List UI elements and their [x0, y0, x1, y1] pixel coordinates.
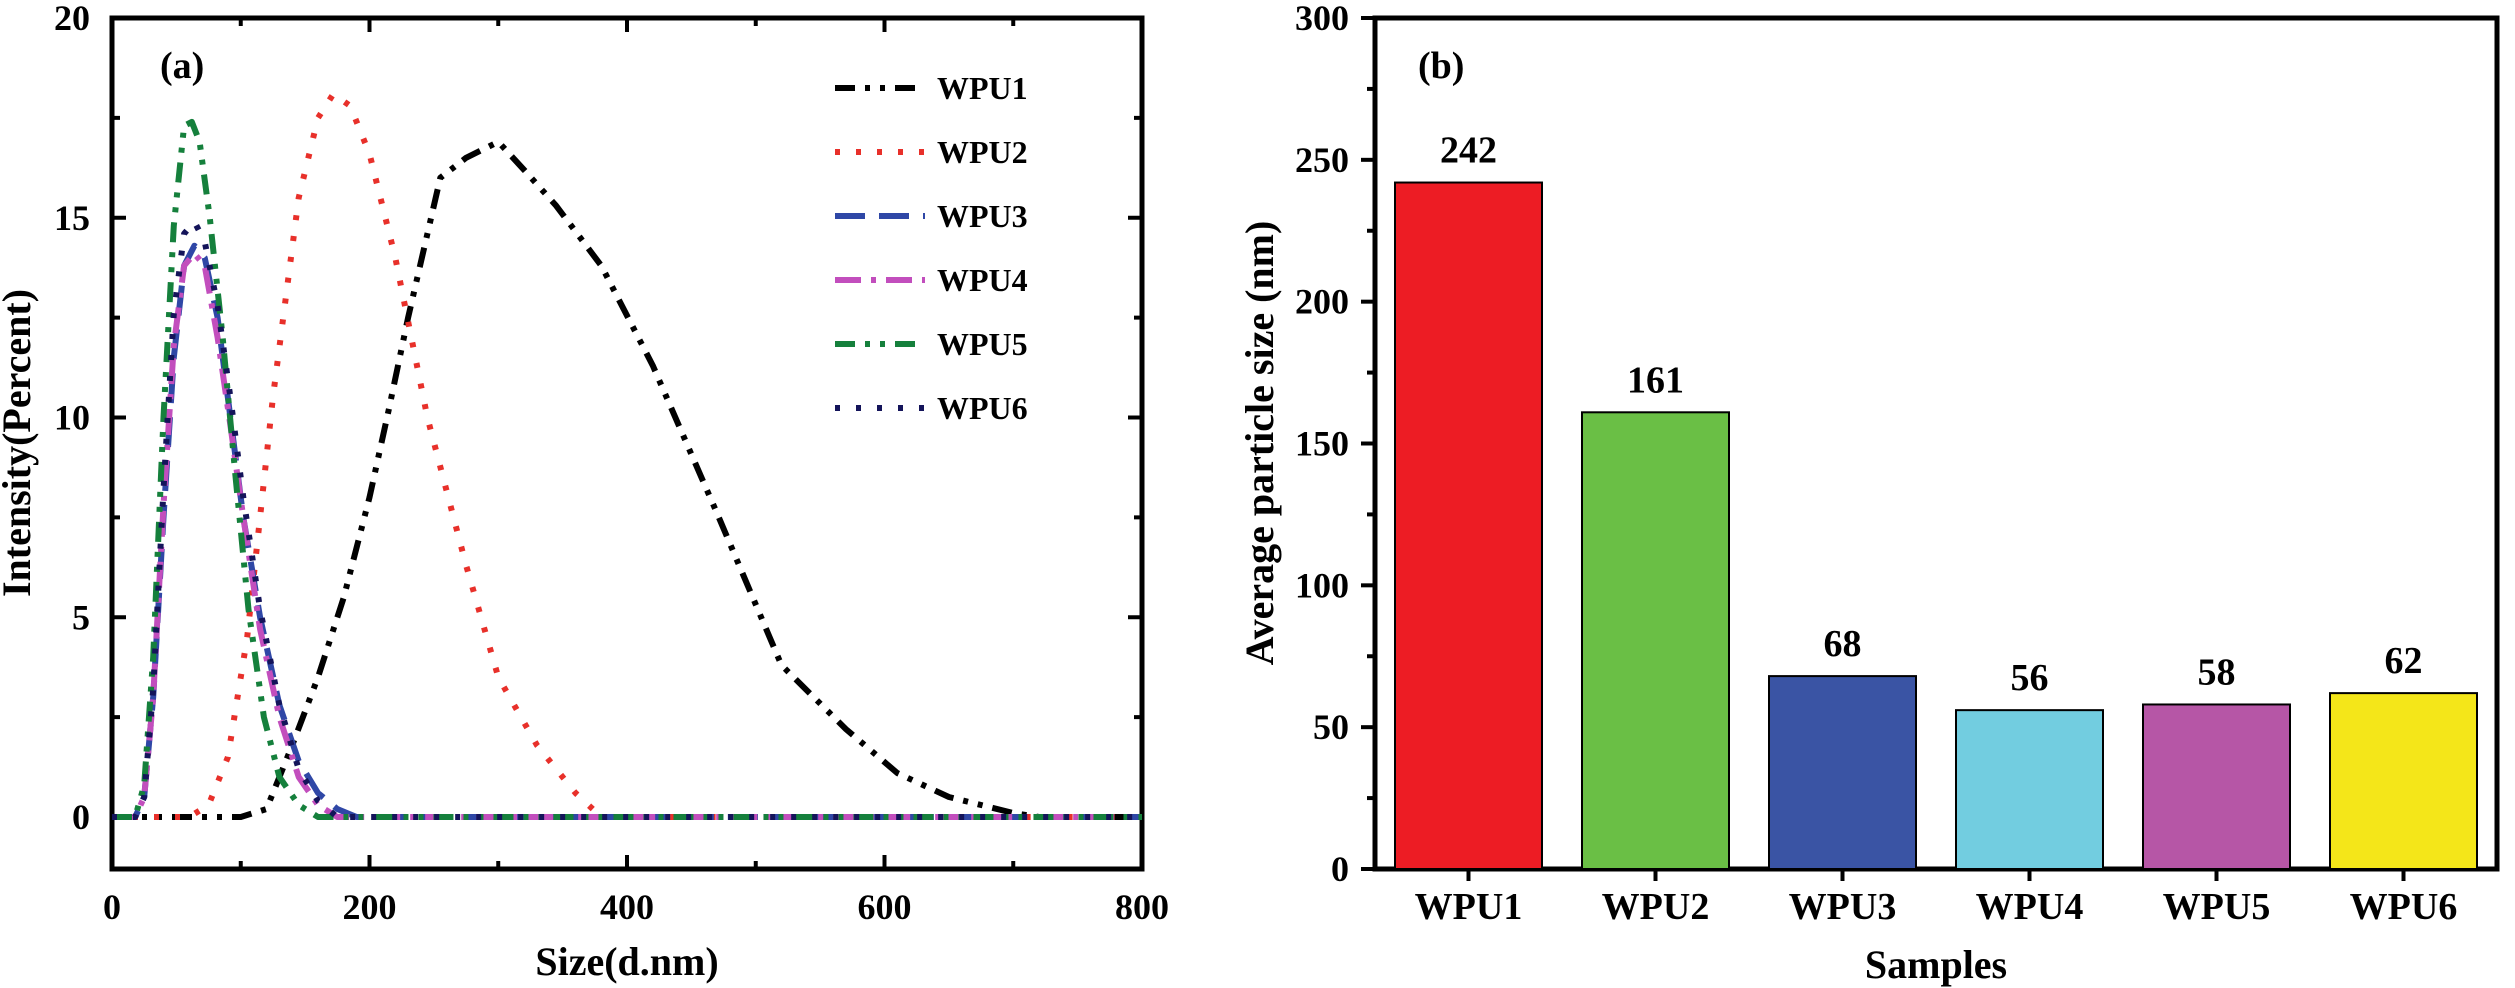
bar-wpu3	[1768, 675, 1917, 871]
legend-label-wpu3: WPU3	[937, 198, 1028, 234]
bar-category-label: WPU4	[1976, 886, 2084, 928]
panel-b-y-tick-label: 250	[1295, 140, 1349, 180]
panel-a-label: (a)	[160, 45, 204, 87]
bar-category-label: WPU6	[2350, 886, 2458, 928]
panel-a-x-tick-label: 600	[858, 887, 912, 927]
panel-b-y-tick-label: 150	[1295, 424, 1349, 464]
panel-b-y-tick-labels: 0 50 100 150 200 250 300	[1295, 0, 1349, 889]
panel-a-series-lines	[112, 90, 1142, 820]
panel-a-x-axis-title: Size(d.nm)	[535, 939, 718, 984]
legend-label-wpu1: WPU1	[937, 70, 1028, 106]
bar-data-label: 242	[1440, 130, 1497, 172]
panel-a-y-tick-label: 0	[72, 797, 90, 837]
panel-b-y-tick-label: 0	[1331, 849, 1349, 889]
panel-a-y-tick-label: 15	[54, 198, 90, 238]
series-line-wpu4	[112, 250, 1142, 820]
panel-a-x-tick-label: 200	[343, 887, 397, 927]
legend-label-wpu2: WPU2	[937, 134, 1028, 170]
panel-a-x-tick-labels: 0 200 400 600 800	[103, 887, 1169, 927]
bar-wpu2	[1581, 411, 1730, 870]
panel-b-data-labels: 242 161 68 56 58 62	[1440, 130, 2423, 700]
panel-b-bars	[1394, 181, 2478, 871]
panel-b-plot-frame	[1372, 15, 2500, 872]
panel-b-ticks	[1361, 16, 2406, 881]
panel-a-x-tick-label: 400	[600, 887, 654, 927]
bar-wpu5	[2142, 703, 2291, 870]
bar-data-label: 58	[2198, 651, 2236, 693]
panel-b-category-labels: WPU1 WPU2 WPU3 WPU4 WPU5 WPU6	[1415, 886, 2458, 928]
panel-a-y-tick-labels: 0 5 10 15 20	[54, 0, 90, 837]
legend-label-wpu4: WPU4	[937, 262, 1028, 298]
bar-category-label: WPU5	[2163, 886, 2271, 928]
panel-a-y-tick-label: 10	[54, 398, 90, 438]
panel-a-line-chart: (a) 0 200 400 600 800 0 5 10 15 20 Size(…	[0, 0, 1169, 984]
bar-category-label: WPU3	[1789, 886, 1897, 928]
series-line-wpu2	[112, 90, 1142, 820]
series-line-wpu3	[112, 242, 1142, 820]
panel-b-y-axis-title: Average particle size (nm)	[1237, 221, 1282, 666]
bar-wpu1	[1394, 181, 1543, 870]
bar-data-label: 62	[2385, 640, 2423, 682]
panel-a-ticks	[110, 16, 1144, 869]
panel-b-y-tick-label: 200	[1295, 282, 1349, 322]
bar-category-label: WPU2	[1602, 886, 1710, 928]
panel-a-legend: WPU1 WPU2 WPU3 WPU4 WPU5 WPU6	[835, 70, 1028, 426]
bar-data-label: 68	[1824, 623, 1862, 665]
bar-wpu6	[2329, 692, 2478, 870]
panel-a-y-tick-label: 20	[54, 0, 90, 38]
panel-b-bar-chart: (b) 0 50 100 150 200 250 300 WPU1 WPU2 W…	[1237, 0, 2500, 987]
panel-a-legend-swatches	[835, 85, 925, 411]
panel-a-x-tick-label: 0	[103, 887, 121, 927]
bar-wpu4	[1955, 709, 2104, 870]
panel-b-y-tick-label: 100	[1295, 565, 1349, 605]
legend-label-wpu5: WPU5	[937, 326, 1028, 362]
panel-b-y-tick-label: 300	[1295, 0, 1349, 38]
panel-a-x-tick-label: 800	[1115, 887, 1169, 927]
series-line-wpu5	[112, 118, 1142, 820]
panel-a-y-axis-title: Intensity(Percent)	[0, 289, 39, 597]
panel-a-y-tick-label: 5	[72, 597, 90, 637]
legend-label-wpu6: WPU6	[937, 390, 1028, 426]
panel-b-y-tick-label: 50	[1313, 707, 1349, 747]
series-line-wpu1	[112, 138, 1142, 820]
bar-category-label: WPU1	[1415, 886, 1523, 928]
panel-b-label: (b)	[1418, 45, 1464, 87]
bar-data-label: 161	[1627, 359, 1684, 401]
bar-data-label: 56	[2011, 657, 2049, 699]
panel-b-x-axis-title: Samples	[1865, 942, 2007, 987]
